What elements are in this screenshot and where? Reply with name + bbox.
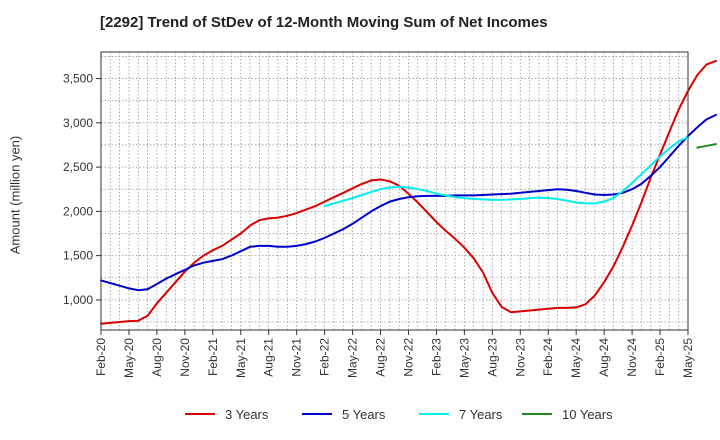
x-tick-label: Feb-20	[94, 338, 108, 376]
legend-label: 5 Years	[342, 407, 386, 422]
series-lines	[100, 59, 717, 325]
series-line-3-years	[100, 59, 717, 325]
x-tick-label: May-25	[681, 338, 695, 378]
x-tick-label: May-22	[346, 338, 360, 378]
y-tick-label: 1,500	[63, 249, 93, 263]
x-tick-label: Nov-21	[290, 338, 304, 377]
y-tick-label: 3,000	[63, 116, 93, 130]
x-tick-label: Aug-20	[150, 338, 164, 377]
legend-label: 3 Years	[225, 407, 269, 422]
x-tick-label: Feb-23	[429, 338, 443, 376]
x-tick-label: Aug-21	[262, 338, 276, 377]
axis-ticks: 1,000 1,500 2,000 2,500 3,000 3,500 Feb-20 May-…	[63, 72, 695, 378]
x-tick-label: Feb-22	[318, 338, 332, 376]
plot-area-frame	[100, 51, 689, 331]
x-tick-label: Feb-25	[653, 338, 667, 376]
x-tick-label: Feb-24	[541, 338, 555, 376]
x-tick-label: May-21	[234, 338, 248, 378]
y-tick-label: 2,500	[63, 160, 93, 174]
x-tick-label: Nov-24	[625, 338, 639, 377]
x-tick-label: Nov-20	[178, 338, 192, 377]
x-tick-label: May-24	[569, 338, 583, 378]
y-tick-label: 3,500	[63, 72, 93, 86]
series-line-5-years	[100, 113, 717, 292]
series-line-10-years	[696, 143, 717, 149]
legend: 3 Years 5 Years 7 Years 10 Years	[185, 407, 613, 422]
x-tick-label: Feb-21	[206, 338, 220, 376]
x-tick-label: May-23	[457, 338, 471, 378]
series-line-7-years	[323, 136, 689, 208]
legend-label: 7 Years	[459, 407, 503, 422]
x-tick-label: Aug-22	[374, 338, 388, 377]
legend-label: 10 Years	[562, 407, 613, 422]
grid-lines	[100, 52, 689, 330]
y-tick-label: 1,000	[63, 293, 93, 307]
y-tick-label: 2,000	[63, 204, 93, 218]
x-tick-label: Nov-22	[401, 338, 415, 377]
chart-title: [2292] Trend of StDev of 12-Month Moving…	[100, 14, 548, 31]
x-tick-label: Aug-24	[597, 338, 611, 377]
x-tick-label: May-20	[122, 338, 136, 378]
x-tick-label: Nov-23	[513, 338, 527, 377]
x-tick-label: Aug-23	[485, 338, 499, 377]
